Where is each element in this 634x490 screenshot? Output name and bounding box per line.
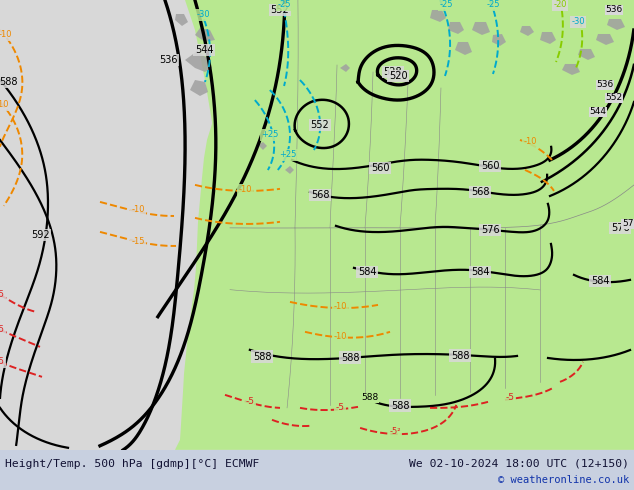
Polygon shape xyxy=(185,52,212,72)
Text: -5: -5 xyxy=(335,403,344,413)
Text: 592: 592 xyxy=(30,230,49,240)
Text: -10: -10 xyxy=(333,332,347,342)
Text: Height/Temp. 500 hPa [gdmp][°C] ECMWF: Height/Temp. 500 hPa [gdmp][°C] ECMWF xyxy=(5,459,259,469)
Text: -25: -25 xyxy=(486,0,500,9)
Text: 560: 560 xyxy=(481,161,499,171)
Text: -10: -10 xyxy=(0,30,12,40)
Text: 552: 552 xyxy=(271,5,289,15)
Text: 544: 544 xyxy=(195,45,213,55)
Text: 536: 536 xyxy=(597,80,614,90)
Polygon shape xyxy=(365,0,402,15)
Text: 552: 552 xyxy=(605,94,623,102)
Polygon shape xyxy=(492,34,506,46)
Text: 552: 552 xyxy=(311,120,330,130)
Polygon shape xyxy=(530,0,590,35)
Polygon shape xyxy=(596,34,614,45)
Polygon shape xyxy=(175,14,188,26)
Text: 584: 584 xyxy=(358,267,376,277)
Text: 528: 528 xyxy=(384,67,403,77)
Text: -30: -30 xyxy=(571,18,585,26)
Text: -10: -10 xyxy=(238,185,252,195)
Text: -30: -30 xyxy=(196,10,210,20)
Text: -10: -10 xyxy=(0,100,9,109)
Polygon shape xyxy=(190,80,208,96)
Text: © weatheronline.co.uk: © weatheronline.co.uk xyxy=(498,475,629,485)
Text: 560: 560 xyxy=(371,163,389,173)
Text: -25: -25 xyxy=(277,0,291,9)
Text: +25: +25 xyxy=(280,150,297,159)
Text: 588: 588 xyxy=(253,352,271,362)
Polygon shape xyxy=(285,166,294,174)
Text: 568: 568 xyxy=(311,190,329,200)
Text: 576: 576 xyxy=(611,223,630,233)
Polygon shape xyxy=(540,32,556,44)
Text: -5: -5 xyxy=(245,397,254,406)
Polygon shape xyxy=(520,26,534,36)
Polygon shape xyxy=(562,64,580,75)
Text: -20: -20 xyxy=(553,0,567,9)
Text: -10: -10 xyxy=(523,137,537,147)
Text: 536: 536 xyxy=(605,5,623,15)
Text: -10: -10 xyxy=(333,302,347,311)
Polygon shape xyxy=(607,19,625,30)
Text: -5: -5 xyxy=(0,357,4,367)
Text: We 02-10-2024 18:00 UTC (12+150): We 02-10-2024 18:00 UTC (12+150) xyxy=(409,459,629,469)
Text: 576: 576 xyxy=(622,220,634,228)
Polygon shape xyxy=(448,22,464,34)
Text: 568: 568 xyxy=(471,187,489,197)
Text: 584: 584 xyxy=(591,276,609,286)
Text: +25: +25 xyxy=(261,130,279,140)
Text: 588: 588 xyxy=(361,393,378,402)
Polygon shape xyxy=(195,28,215,42)
Text: -10: -10 xyxy=(131,205,145,215)
Polygon shape xyxy=(578,49,595,60)
Text: -25: -25 xyxy=(439,0,453,9)
Polygon shape xyxy=(340,64,350,72)
Polygon shape xyxy=(455,42,472,55)
Text: -5: -5 xyxy=(0,325,4,334)
Polygon shape xyxy=(258,142,267,150)
Text: 536: 536 xyxy=(158,55,178,65)
Text: 588: 588 xyxy=(451,351,469,361)
Polygon shape xyxy=(430,10,446,22)
Text: 576: 576 xyxy=(481,225,500,235)
Text: 544: 544 xyxy=(590,107,607,117)
Text: 588: 588 xyxy=(0,77,17,87)
Text: -5²: -5² xyxy=(389,427,401,436)
Text: -5: -5 xyxy=(0,291,4,299)
Text: 520: 520 xyxy=(389,71,407,81)
Text: 584: 584 xyxy=(471,267,489,277)
Text: -5: -5 xyxy=(505,393,515,402)
Polygon shape xyxy=(472,22,490,35)
Text: 588: 588 xyxy=(391,401,410,411)
Text: 588: 588 xyxy=(340,353,359,363)
Text: -15: -15 xyxy=(131,237,145,246)
Polygon shape xyxy=(175,0,634,450)
